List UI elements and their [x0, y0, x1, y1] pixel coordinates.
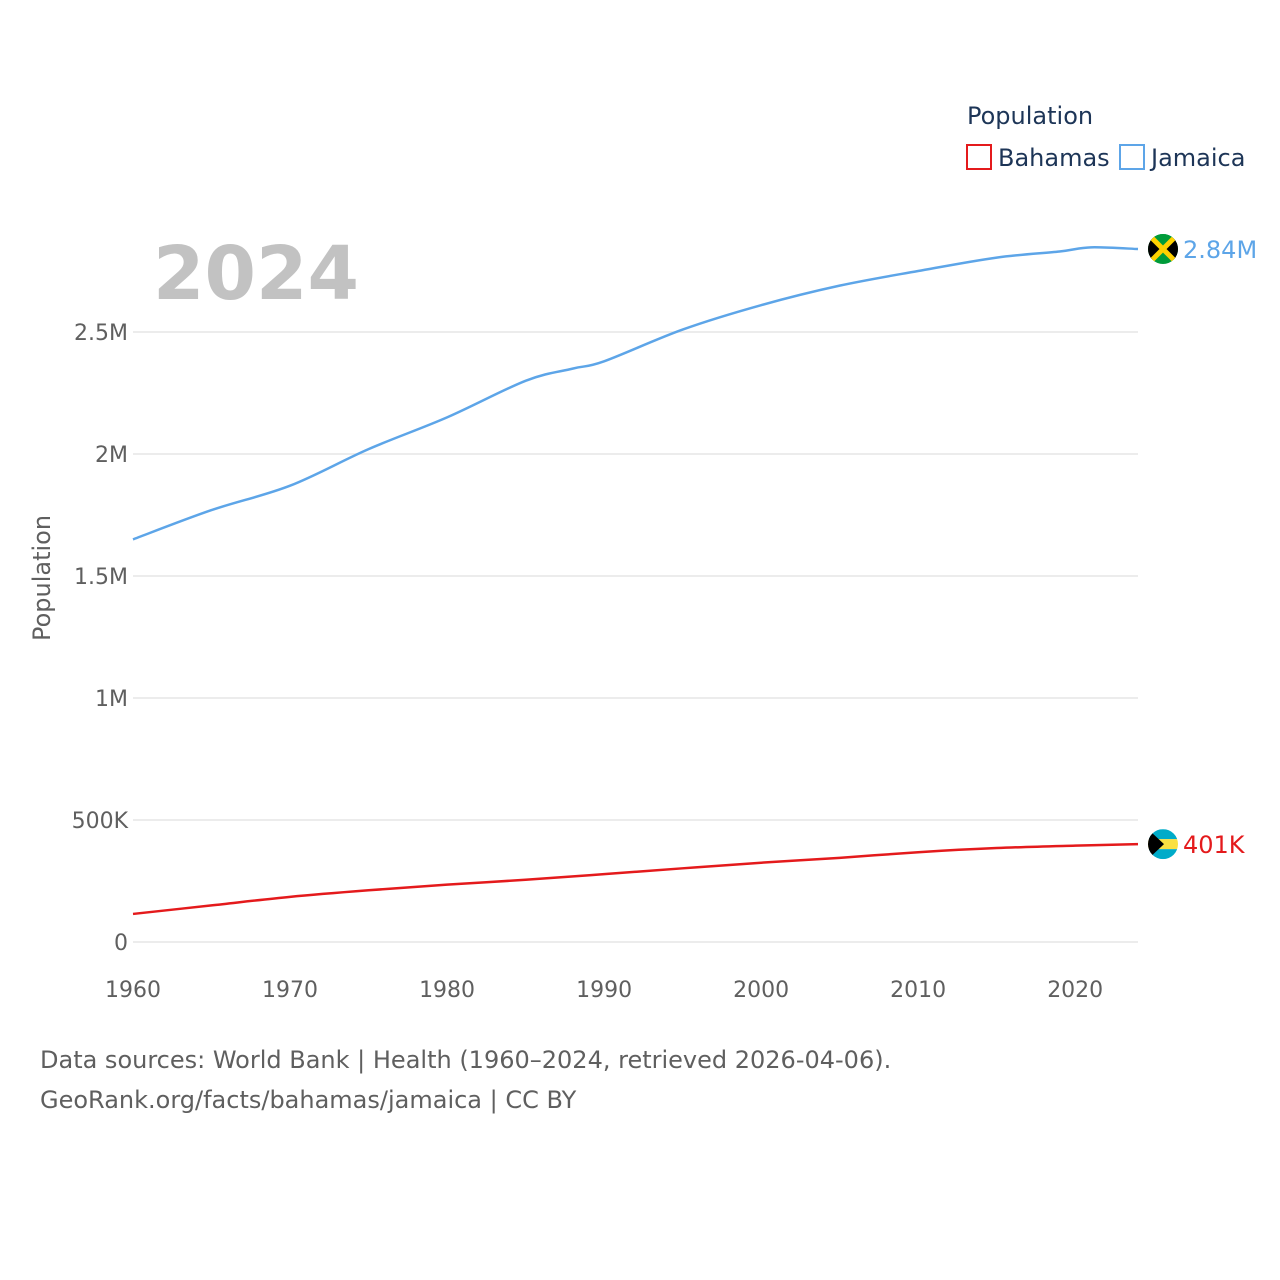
x-tick-label: 1990 — [576, 978, 632, 1003]
legend-title: Population — [967, 102, 1093, 130]
y-tick-label: 1M — [95, 687, 128, 712]
x-tick-label: 1970 — [262, 978, 318, 1003]
y-tick-label: 2M — [95, 443, 128, 468]
legend-item-jamaica[interactable]: Jamaica — [1119, 144, 1245, 172]
x-tick-label: 2020 — [1047, 978, 1103, 1003]
legend-label-bahamas: Bahamas — [998, 144, 1110, 172]
grid-lines — [133, 331, 1138, 943]
x-tick-label: 2010 — [890, 978, 946, 1003]
y-tick-label: 500K — [72, 809, 129, 834]
legend-swatch-bahamas — [966, 144, 992, 170]
y-tick-label: 2.5M — [74, 321, 128, 346]
y-axis-ticks: 0 500K 1M 1.5M 2M 2.5M — [72, 321, 129, 956]
y-axis-title: Population — [28, 515, 56, 641]
series-line-bahamas[interactable] — [132, 842, 1139, 916]
end-value-label-jamaica: 2.84M — [1183, 236, 1257, 264]
series-end-markers: 401K 2.84M — [1148, 234, 1257, 860]
x-tick-label: 2000 — [733, 978, 789, 1003]
series-line-jamaica[interactable] — [132, 246, 1139, 541]
y-tick-label: 0 — [114, 931, 128, 956]
legend-item-bahamas[interactable]: Bahamas — [966, 144, 1110, 172]
end-value-label-bahamas: 401K — [1183, 831, 1246, 859]
x-tick-label: 1980 — [419, 978, 475, 1003]
jamaica-flag-icon — [1148, 234, 1178, 265]
series-lines — [132, 246, 1139, 916]
year-label: 2024 — [153, 231, 359, 317]
x-tick-label: 1960 — [105, 978, 161, 1003]
legend-label-jamaica: Jamaica — [1149, 144, 1245, 172]
bahamas-flag-icon — [1148, 829, 1178, 860]
legend: Population Bahamas Jamaica — [966, 102, 1245, 172]
x-axis-ticks: 1960 1970 1980 1990 2000 2010 2020 — [105, 978, 1103, 1003]
legend-swatch-jamaica — [1119, 144, 1145, 170]
attribution-link[interactable]: GeoRank.org/facts/bahamas/jamaica | CC B… — [40, 1086, 577, 1114]
y-tick-label: 1.5M — [74, 565, 128, 590]
data-source-note: Data sources: World Bank | Health (1960–… — [40, 1046, 892, 1074]
